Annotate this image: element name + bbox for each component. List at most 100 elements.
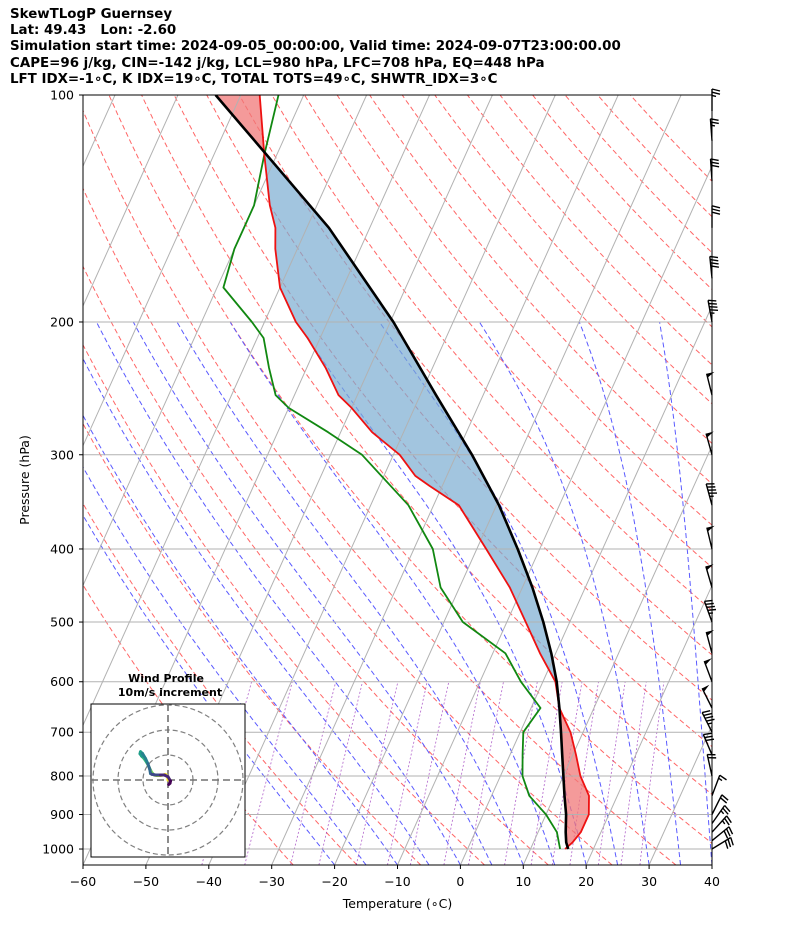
dry-adiabat: [401, 95, 712, 445]
moist-adiabat: [659, 321, 712, 865]
y-tick-label: 300: [50, 447, 74, 462]
mixing-ratio-line: [598, 681, 626, 865]
x-tick-label: 0: [456, 874, 464, 889]
y-tick-label: 1000: [42, 842, 74, 857]
y-tick-label: 500: [50, 615, 74, 630]
parcel-line: [214, 95, 570, 850]
wind-barb: [711, 774, 727, 797]
isotherm-line: [83, 95, 179, 308]
barb-full: [711, 91, 721, 95]
profiles: [214, 95, 590, 850]
isotherm-line: [83, 95, 242, 447]
y-tick-label: 400: [50, 541, 74, 556]
moist-adiabat: [83, 514, 336, 865]
dry-adiabat: [597, 95, 712, 218]
barb-half: [707, 722, 713, 725]
mixing-ratio-line: [530, 681, 563, 865]
moist-adiabat: [83, 414, 398, 865]
barb-full: [711, 208, 721, 212]
x-tick-label: −10: [384, 874, 410, 889]
isotherm-line: [334, 95, 682, 865]
dry-adiabat: [83, 343, 485, 865]
barb-full: [709, 305, 718, 308]
wind-barb: [705, 371, 715, 396]
barb-full: [728, 826, 734, 835]
location-line: Lat: 49.43 Lon: -2.60: [10, 23, 177, 39]
barb-flag: [706, 371, 715, 378]
wind-barb: [711, 805, 731, 824]
wind-barb: [711, 205, 721, 228]
x-tick-label: −20: [321, 874, 347, 889]
isotherm-line: [271, 95, 619, 865]
dry-adiabat: [369, 95, 712, 485]
x-axis-label: Temperature (∘C): [342, 896, 452, 911]
wind-barb: [709, 118, 719, 141]
temperature-line: [258, 95, 590, 850]
mixing-ratio-line: [443, 681, 481, 865]
barb-full: [709, 309, 719, 312]
wind-barb: [711, 88, 721, 111]
wind-barb: [705, 483, 717, 506]
wind-barb: [705, 629, 715, 654]
barb-full: [726, 815, 732, 824]
dry-adiabat: [238, 95, 712, 656]
moist-adiabat: [229, 321, 556, 865]
barb-full: [702, 710, 711, 714]
moist-adiabat: [176, 321, 524, 865]
wind-barb: [707, 299, 719, 323]
mixing-ratio-line: [290, 681, 337, 865]
mixing-ratio-line: [410, 681, 450, 865]
mixing-ratio-line: [639, 681, 665, 865]
barb-full: [723, 830, 729, 839]
barb-shaft: [706, 527, 713, 550]
barb-full: [706, 605, 715, 609]
mixing-ratio-line: [504, 681, 538, 865]
barb-full: [711, 211, 721, 215]
barb-full: [703, 732, 712, 736]
barb-full: [724, 805, 731, 813]
wind-barbs: [701, 88, 734, 850]
cape-line: CAPE=96 j/kg, CIN=-142 j/kg, LCL=980 hPa…: [10, 55, 545, 71]
isotherm-line: [522, 444, 712, 865]
dry-adiabat: [83, 109, 677, 865]
y-tick-label: 700: [50, 725, 74, 740]
y-tick-label: 800: [50, 768, 74, 783]
barb-flag: [706, 525, 715, 532]
barb-full: [704, 715, 714, 719]
wind-barb: [703, 658, 713, 682]
barb-half: [718, 777, 723, 782]
barb-full: [704, 735, 713, 739]
chart-header: SkewTLogP Guernsey Lat: 49.43 Lon: -2.60…: [10, 7, 621, 88]
wind-barb: [706, 525, 715, 550]
dry-adiabat: [83, 187, 613, 865]
dry-adiabat: [304, 95, 712, 569]
barb-full: [711, 205, 721, 209]
x-tick-label: −30: [259, 874, 285, 889]
x-tick-label: −40: [196, 874, 222, 889]
moist-adiabat: [478, 321, 650, 865]
barb-flag: [702, 684, 710, 692]
barb-full: [727, 838, 732, 848]
hodograph-plot: [91, 704, 245, 857]
barb-full: [705, 602, 714, 606]
barb-full: [710, 258, 719, 262]
barb-shaft: [705, 631, 713, 654]
wind-barb: [711, 815, 732, 833]
dry-adiabat: [83, 422, 422, 865]
barb-full: [707, 608, 717, 612]
mixing-ratio-line: [355, 681, 399, 865]
barb-full: [723, 817, 730, 826]
wind-barb: [703, 599, 717, 623]
barb-full: [709, 255, 719, 259]
isotherm-line: [397, 164, 712, 865]
barb-full: [730, 837, 734, 846]
x-tick-label: −50: [133, 874, 159, 889]
barb-full: [710, 118, 719, 121]
dry-adiabat: [499, 95, 712, 328]
dewpoint-line: [222, 95, 561, 850]
wind-barb: [702, 732, 715, 756]
wind-barb: [705, 431, 714, 455]
y-tick-label: 900: [50, 807, 74, 822]
barb-half: [710, 124, 716, 127]
dry-adiabat: [141, 95, 712, 795]
